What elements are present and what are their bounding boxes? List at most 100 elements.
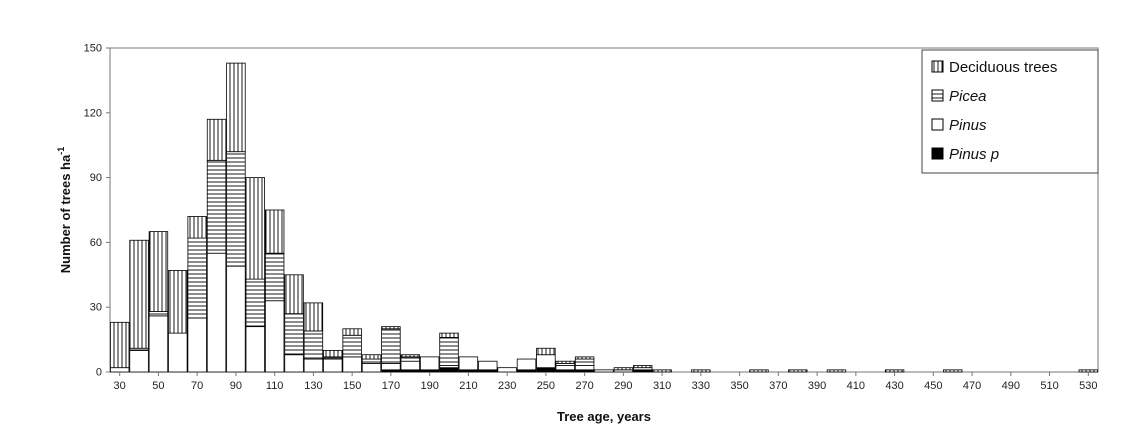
bar-segment-pinus [303, 358, 324, 373]
bar-segment-pinus [574, 365, 595, 371]
bar-segment-picea [303, 330, 324, 360]
bar-segment-pinus [555, 365, 575, 371]
bar-segment-picea [574, 358, 595, 366]
bar-segment-picea [284, 313, 304, 356]
bar-segment-pinus [381, 362, 401, 371]
x-tick-label: 230 [498, 380, 516, 392]
bar-segment-pinus [400, 360, 420, 371]
bar-segment-deciduous-trees [613, 367, 634, 371]
x-tick-label: 310 [653, 380, 671, 392]
x-tick-label: 90 [230, 380, 242, 392]
bar-segment-deciduous-trees [168, 270, 188, 334]
y-tick-label: 150 [84, 43, 102, 55]
bar-segment-deciduous-trees [129, 239, 149, 349]
y-axis-title-text: Number of trees ha [58, 154, 73, 273]
bar-segment-pinus [226, 265, 246, 373]
x-tick-label: 110 [266, 380, 284, 392]
bar-segment-picea [361, 358, 382, 364]
x-tick-label: 130 [304, 380, 322, 392]
bar-segment-pinus [284, 354, 304, 373]
bar-segment-deciduous-trees [788, 369, 808, 373]
bar-segment-pinus [148, 315, 169, 373]
bar-segment-deciduous-trees [264, 209, 285, 254]
bar-segment-deciduous-trees [342, 328, 362, 336]
bar-segment-picea [148, 311, 169, 317]
bar-segment-pinus [361, 362, 382, 373]
x-tick-label: 210 [459, 380, 477, 392]
x-tick-label: 410 [847, 380, 865, 392]
bar-segment-picea [342, 334, 362, 358]
bar-segment-deciduous-trees [826, 369, 847, 373]
bar-segment-pinus [516, 358, 537, 371]
bar-segment-deciduous-trees [303, 302, 324, 332]
y-tick-label: 0 [96, 367, 102, 379]
bar-segment-deciduous-trees [749, 369, 769, 373]
x-tick-label: 470 [963, 380, 981, 392]
legend: Deciduous trees Picea Pinus Pinus p [921, 49, 1099, 174]
y-tick-label: 60 [90, 237, 102, 249]
bar-segment-deciduous-trees [1078, 369, 1099, 373]
bar-segment-deciduous-trees [206, 118, 227, 161]
bar-segment-pinus [264, 300, 285, 373]
y-tick-label: 30 [90, 302, 102, 314]
x-tick-label: 350 [730, 380, 748, 392]
legend-label-deciduous-trees: Deciduous trees [949, 59, 1057, 76]
bar-segment-deciduous-trees [148, 231, 169, 312]
bar-segment-deciduous-trees [381, 326, 401, 330]
bar-segment-pinus [323, 358, 343, 373]
bar-segment-deciduous-trees [555, 360, 575, 364]
x-tick-label: 30 [114, 380, 126, 392]
bar-segment-deciduous-trees [943, 369, 963, 373]
bar-segment-pinus [206, 252, 227, 373]
y-axis: 0 30 60 90 120 150 [84, 43, 110, 379]
x-tick-label: 270 [575, 380, 593, 392]
x-tick-label: 530 [1079, 380, 1097, 392]
bar-segment-deciduous-trees [691, 369, 711, 373]
x-tick-label: 150 [343, 380, 361, 392]
bar-segment-deciduous-trees [536, 347, 556, 356]
bar-segment-pinus [168, 332, 188, 373]
bar-segment-deciduous-trees [633, 365, 653, 369]
bar-segment-deciduous-trees [361, 354, 382, 360]
bar-segment-pinus [129, 349, 149, 373]
bar-segment-pinus [419, 356, 440, 371]
x-tick-label: 370 [769, 380, 787, 392]
x-tick-label: 330 [692, 380, 710, 392]
bar-segment-deciduous-trees [439, 332, 459, 338]
bar-segment-pinus [187, 317, 207, 373]
bar-segment-pinus [594, 369, 614, 373]
bar-segment-deciduous-trees [574, 356, 595, 360]
legend-swatch-deciduous-trees [931, 60, 944, 73]
bar-segment-pinus [109, 367, 130, 373]
bar-segment-deciduous-trees [284, 274, 304, 315]
y-tick-label: 90 [90, 172, 102, 184]
bar-segment-deciduous-trees [226, 62, 246, 153]
x-tick-label: 290 [614, 380, 632, 392]
bar-segment-pinus-p [536, 367, 556, 373]
bar-segment-picea [400, 356, 420, 362]
bar-segment-deciduous-trees [400, 354, 420, 358]
y-tick-label: 120 [84, 107, 102, 119]
bar-segment-pinus-p [439, 367, 459, 373]
bar-segment-pinus [245, 326, 265, 373]
x-tick-label: 390 [808, 380, 826, 392]
legend-label-pinus: Pinus [949, 117, 987, 134]
x-axis-title: Tree age, years [557, 409, 651, 424]
bar-segment-picea [187, 237, 207, 319]
legend-swatch-picea [931, 89, 944, 102]
x-tick-label: 510 [1040, 380, 1058, 392]
legend-frame [921, 49, 1099, 174]
bar-segment-pinus [478, 360, 498, 371]
legend-swatch-pinus-p [931, 147, 944, 160]
x-tick-label: 490 [1002, 380, 1020, 392]
x-tick-label: 430 [885, 380, 903, 392]
x-tick-label: 190 [420, 380, 438, 392]
bar-segment-picea [226, 151, 246, 267]
bar-segment-pinus [458, 356, 479, 371]
bar-segment-pinus [497, 367, 517, 373]
bar-segment-pinus [536, 354, 556, 369]
svg-text:Number of trees ha-1: Number of trees ha-1 [56, 147, 73, 274]
y-axis-title: Number of trees ha-1 [56, 147, 73, 274]
bar-segment-picea [264, 252, 285, 302]
